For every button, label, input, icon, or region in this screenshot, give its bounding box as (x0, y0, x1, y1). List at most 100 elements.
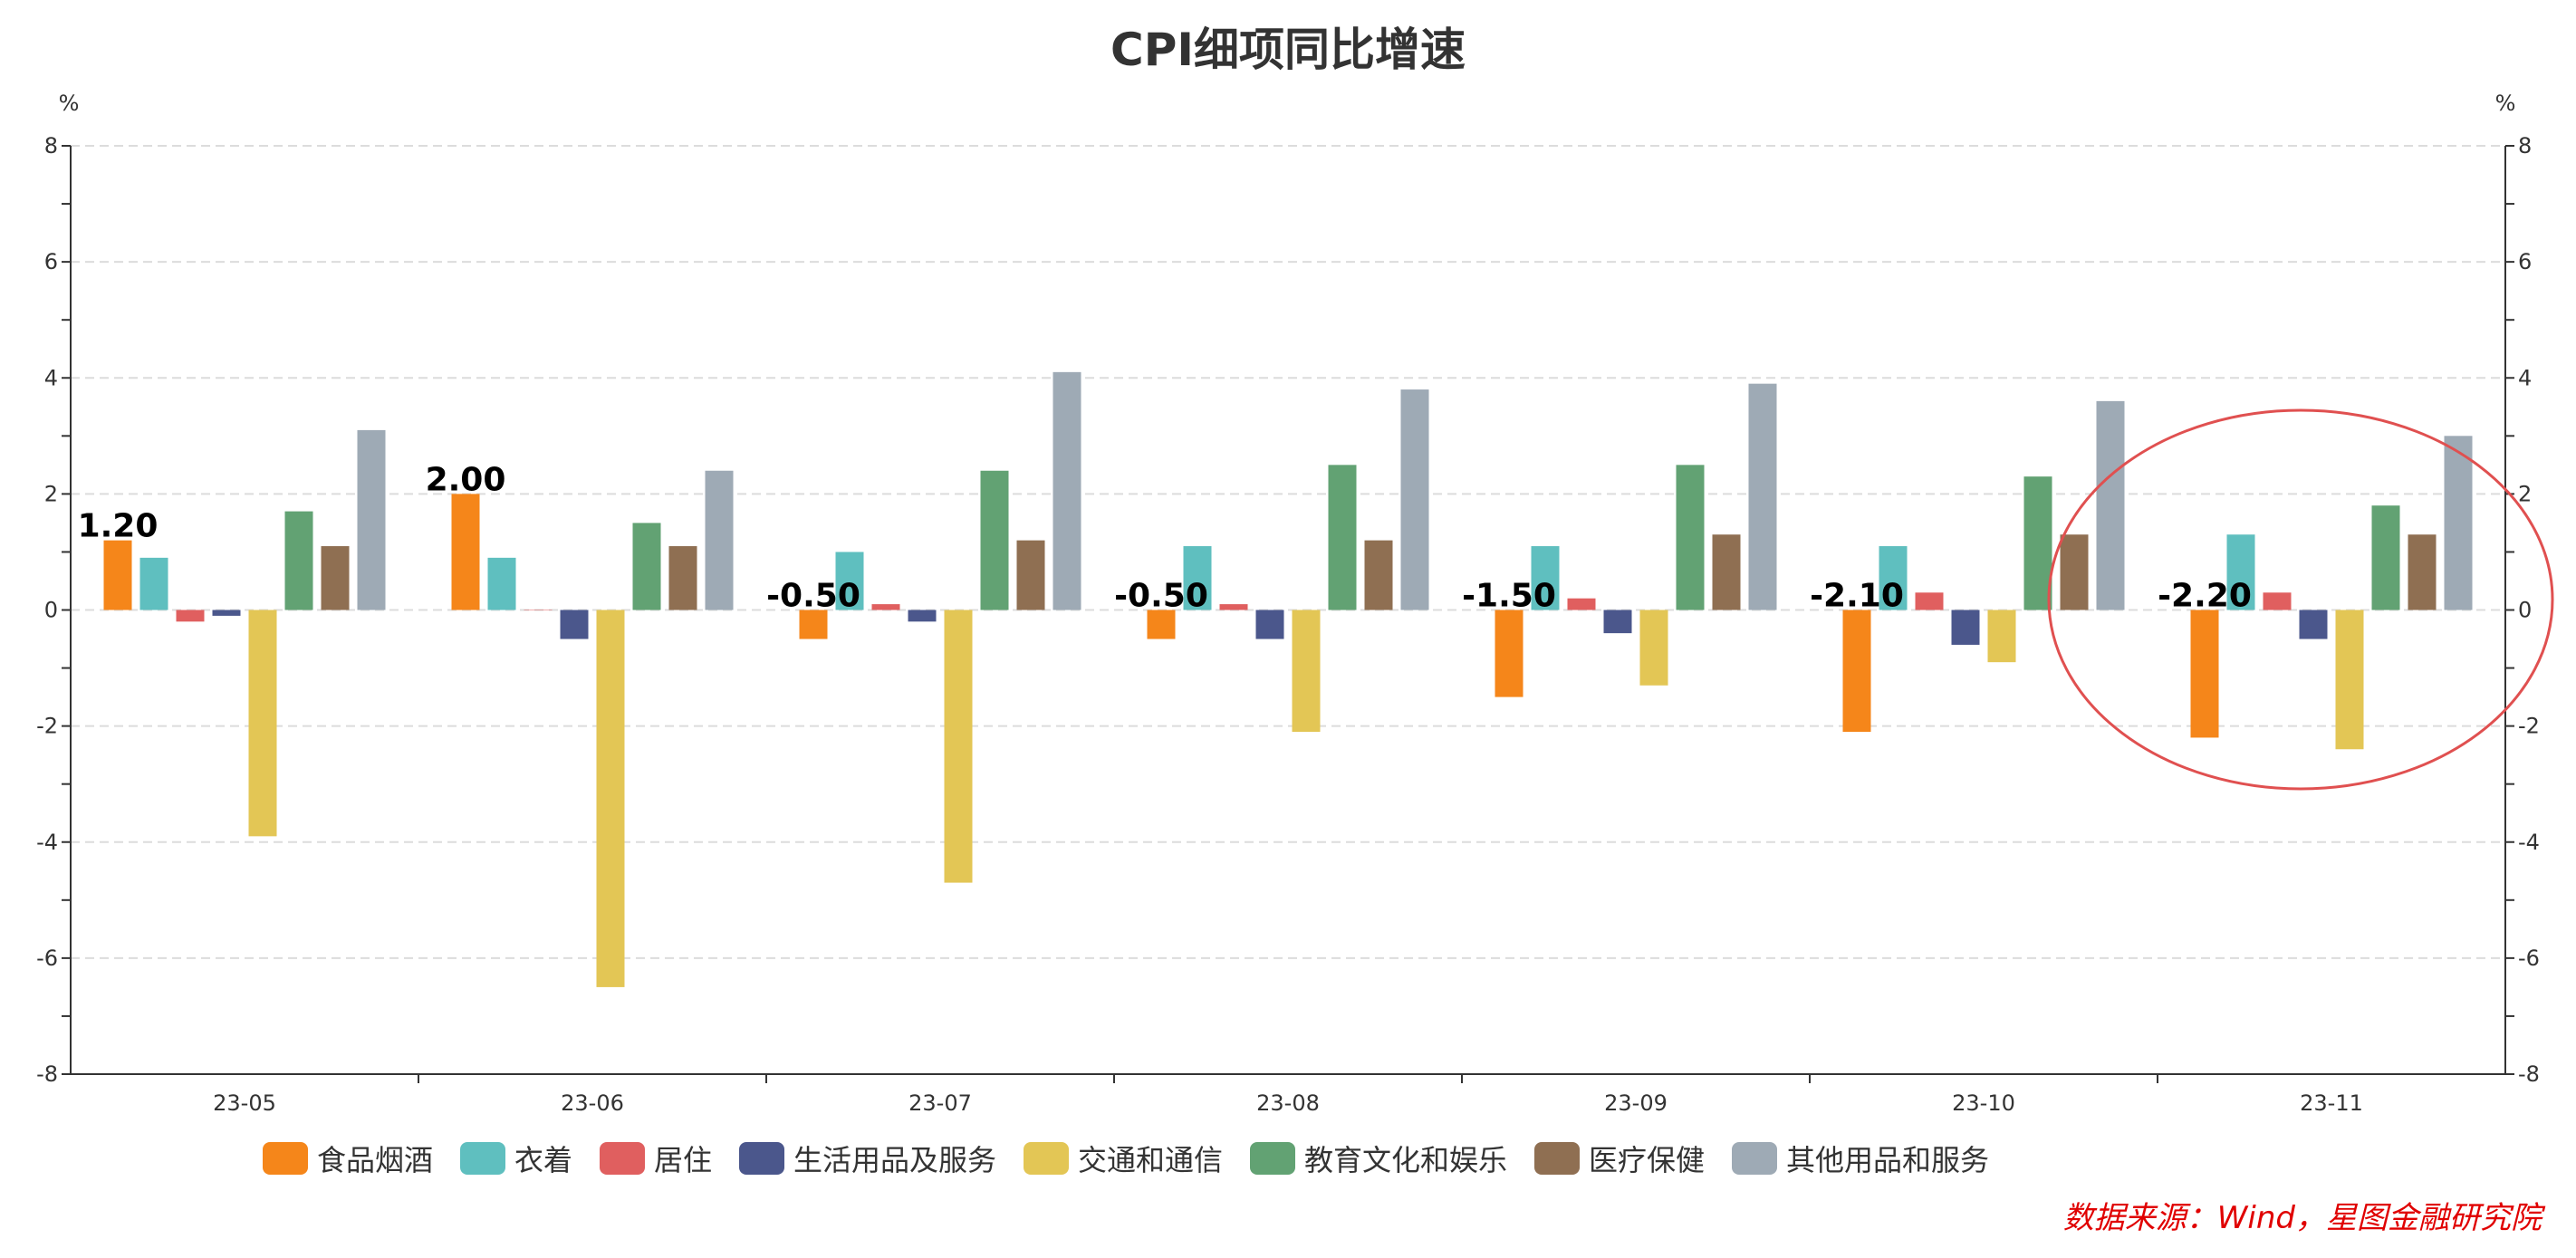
bar (2371, 505, 2400, 610)
y-tick-label-left: -6 (36, 946, 58, 971)
bar (1639, 610, 1668, 686)
legend-swatch (460, 1142, 505, 1175)
y-tick-label-right: 0 (2518, 598, 2532, 623)
y-tick-label-right: -8 (2518, 1061, 2540, 1087)
bar (1915, 592, 1944, 610)
bar (1603, 610, 1632, 634)
bar (944, 610, 973, 883)
legend-label: 生活用品及服务 (793, 1143, 996, 1177)
y-tick-label-right: 4 (2518, 365, 2532, 390)
bar (487, 557, 516, 610)
data-label: -2.20 (2158, 578, 2252, 615)
bar (1053, 371, 1081, 610)
bar (1255, 610, 1284, 639)
bar (1879, 546, 1908, 610)
chart-title: CPI细项同比增速 (1110, 24, 1466, 76)
y-axis-unit-right: % (2495, 91, 2516, 116)
bar (908, 610, 937, 622)
legend-label: 医疗保健 (1589, 1143, 1705, 1177)
x-tick-label: 23-05 (213, 1090, 276, 1116)
y-tick-label-left: 4 (44, 365, 58, 390)
bar (1400, 389, 1429, 610)
bar (2408, 534, 2437, 610)
bar (1676, 465, 1705, 610)
bar (2444, 436, 2473, 610)
highlight-ellipse (2047, 408, 2554, 791)
bar (1987, 610, 2016, 663)
bar (1748, 383, 1777, 610)
bar (1147, 610, 1176, 639)
bar (451, 494, 480, 610)
bar (2060, 534, 2089, 610)
bar (1183, 546, 1212, 610)
bar (2263, 592, 2292, 610)
legend-swatch (1732, 1142, 1777, 1175)
bar (835, 552, 864, 610)
y-tick-label-left: 8 (44, 133, 58, 158)
bar (799, 610, 828, 639)
bar (1495, 610, 1523, 697)
x-tick-label: 23-09 (1604, 1090, 1668, 1116)
legend-label: 居住 (654, 1143, 712, 1177)
y-tick-label-left: 0 (44, 598, 58, 623)
data-label: -2.10 (1810, 578, 1904, 615)
legend-label: 食品烟酒 (317, 1143, 433, 1177)
y-tick-label-right: -4 (2518, 830, 2540, 855)
bar (2096, 400, 2125, 610)
bar (2335, 610, 2364, 750)
data-label: -1.50 (1462, 578, 1556, 615)
bar (980, 470, 1009, 610)
bar (2190, 610, 2219, 738)
y-axis-unit-left: % (59, 91, 80, 116)
bar (176, 610, 205, 622)
y-tick-label-right: 6 (2518, 249, 2532, 274)
x-tick-label: 23-11 (2300, 1090, 2363, 1116)
bar (2226, 534, 2255, 610)
x-tick-label: 23-10 (1952, 1090, 2015, 1116)
bar (248, 610, 277, 837)
y-tick-label-right: -2 (2518, 714, 2540, 739)
bar (596, 610, 625, 987)
bar (705, 470, 734, 610)
bar (357, 429, 386, 610)
bar (871, 604, 900, 610)
bar (1016, 540, 1045, 610)
bar (632, 523, 661, 610)
x-tick-label: 23-08 (1256, 1090, 1320, 1116)
bar (1842, 610, 1871, 733)
y-tick-label-left: -2 (36, 714, 58, 739)
y-tick-label-right: 2 (2518, 481, 2532, 506)
bar (1328, 465, 1357, 610)
data-label: -0.50 (766, 578, 860, 615)
bar (2299, 610, 2328, 639)
legend-label: 其他用品和服务 (1786, 1143, 1989, 1177)
bar (1292, 610, 1321, 733)
bar (284, 511, 313, 610)
bar (524, 610, 553, 611)
data-source: 数据来源：Wind，星图金融研究院 (2063, 1200, 2546, 1236)
legend-swatch (739, 1142, 784, 1175)
y-tick-label-left: -4 (36, 830, 58, 855)
bar (1219, 604, 1248, 610)
y-tick-label-right: -6 (2518, 946, 2540, 971)
y-tick-label-left: 6 (44, 249, 58, 274)
bar (1567, 598, 1596, 610)
legend-swatch (263, 1142, 308, 1175)
y-tick-label-left: 2 (44, 481, 58, 506)
bar (1531, 546, 1560, 610)
bar (560, 610, 589, 639)
bar (1364, 540, 1393, 610)
x-tick-label: 23-07 (908, 1090, 972, 1116)
legend-swatch (1024, 1142, 1069, 1175)
y-tick-label-left: -8 (36, 1061, 58, 1087)
legend-label: 教育文化和娱乐 (1304, 1143, 1507, 1177)
legend-label: 衣着 (514, 1143, 572, 1177)
bar (212, 610, 241, 616)
legend-label: 交通和通信 (1078, 1143, 1223, 1177)
data-label: -0.50 (1114, 578, 1208, 615)
bar (2023, 476, 2052, 610)
data-label: 2.00 (426, 461, 506, 498)
bar (668, 546, 697, 610)
bar (1712, 534, 1741, 610)
